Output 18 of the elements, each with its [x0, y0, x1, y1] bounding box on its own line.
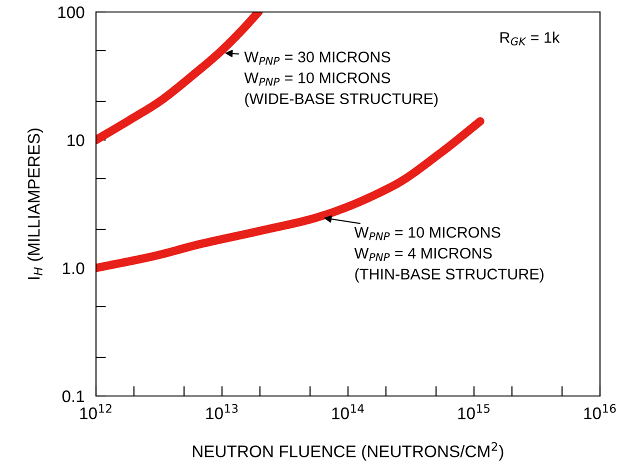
y-tick-label: 100: [58, 6, 84, 18]
annotation: (THIN-BASE STRUCTURE): [355, 268, 544, 283]
x-tick-label: 10$^{13}$: [206, 404, 238, 420]
y-tick-label: 10: [68, 134, 84, 146]
annotation: W$_{PNP}$ = 4 MICRONS: [354, 248, 492, 261]
annotation: W$_{PNP}$ = 30 MICRONS: [244, 52, 390, 65]
y-axis-title: I$_{H}$ (MILLIAMPERES): [28, 128, 44, 279]
x-tick-label: 10$^{16}$: [584, 404, 616, 420]
y-tick-label: 0.1: [62, 390, 84, 402]
annotation: R$_{GK}$ = 1k: [500, 32, 560, 46]
x-tick-label: 10$^{15}$: [458, 404, 490, 420]
x-axis-title: NEUTRON FLUENCE (NEUTRONS/CM$^{2}$): [192, 442, 504, 461]
x-tick-label: 10$^{12}$: [80, 404, 112, 420]
x-tick-label: 10$^{14}$: [332, 404, 364, 420]
annotation: (WIDE-BASE STRUCTURE): [245, 92, 438, 108]
annotation: W$_{PNP}$ = 10 MICRONS: [244, 72, 390, 86]
annotation: W$_{PNP}$ = 10 MICRONS: [354, 226, 500, 240]
y-tick-label: 1.0: [62, 262, 84, 274]
